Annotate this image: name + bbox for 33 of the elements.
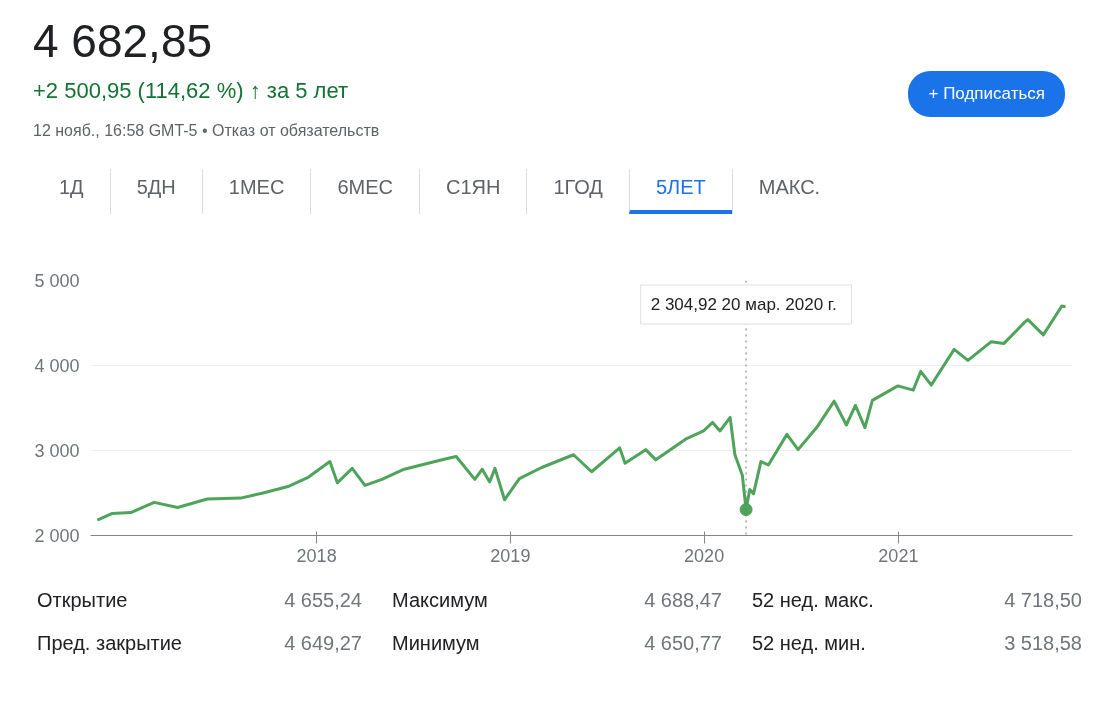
text: + Подписаться [908,71,1065,118]
x-tick-label: 2018 [296,545,337,566]
text: 4 718,50 [1003,588,1083,613]
text: 3 518,58 [1003,630,1083,656]
text: 12 нояб., 16:58 GMT-5 • Отказ от обязательств [33,121,381,142]
text: Пред. закрытие [37,630,183,656]
text: 5ДН [109,169,202,214]
text: 1МЕС [201,169,311,214]
text: 1Д [58,175,85,201]
x-tick-label: 2021 [878,545,919,566]
text: 4 688,47 [643,588,723,613]
text: Максимум [392,588,489,613]
text: С1ЯН [418,169,527,214]
chart-title: 4 682,85 [33,14,214,69]
y-tick-label: 5 000 [34,270,80,291]
text: 52 нед. макс. [752,588,875,613]
y-tick-label: 3 000 [34,440,80,461]
text: 6МЕС [310,169,419,214]
x-tick-label: 2020 [684,545,725,566]
text: 5ЛЕТ [628,169,732,214]
text: 1ГОД [526,169,629,214]
text: 4 655,24 [283,588,363,613]
text: 52 нед. мин. [752,630,867,656]
text: МАКС. [731,169,847,214]
text: Открытие [37,588,129,613]
y-tick-label: 4 000 [34,355,80,376]
x-tick-label: 2019 [490,545,531,566]
text: Минимум [392,630,481,656]
text: 4 649,27 [283,630,363,656]
chart-subtitle: +2 500,95 (114,62 %) ↑ за 5 лет [33,78,349,103]
annotation: 2 304,92 20 мар. 2020 г. [650,295,837,314]
y-tick-label: 2 000 [34,525,80,546]
text: 4 650,77 [643,630,723,656]
